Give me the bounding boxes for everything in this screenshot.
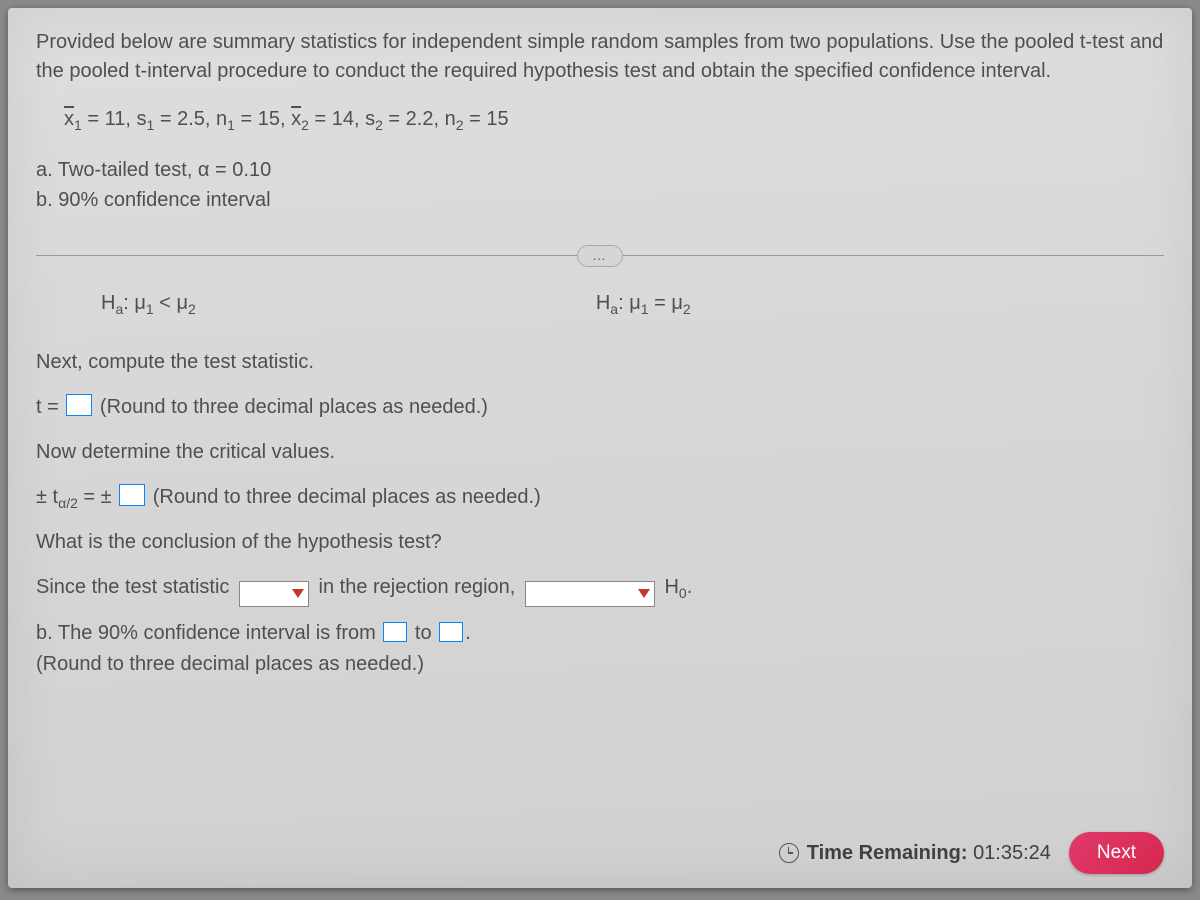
t-alpha-input[interactable] [119, 484, 145, 506]
hypothesis-right: Ha: μ1 = μ2 [596, 281, 691, 326]
chevron-down-icon [292, 589, 304, 598]
parts-list: a. Two-tailed test, α = 0.10 b. 90% conf… [36, 155, 1164, 215]
region-dropdown[interactable] [239, 581, 309, 607]
conclusion-line: Since the test statistic in the rejectio… [36, 565, 1164, 610]
time-remaining: Time Remaining: 01:35:24 [779, 842, 1051, 865]
expand-pill[interactable]: … [577, 245, 623, 267]
t-input[interactable] [66, 394, 92, 416]
conclusion-question: What is the conclusion of the hypothesis… [36, 520, 1164, 565]
critical-values-instruction: Now determine the critical values. [36, 430, 1164, 475]
next-button[interactable]: Next [1069, 832, 1164, 874]
decision-dropdown[interactable] [525, 581, 655, 607]
part-b-answer: b. The 90% confidence interval is from t… [36, 618, 1164, 680]
chevron-down-icon [638, 589, 650, 598]
ci-upper-input[interactable] [439, 622, 463, 642]
ellipsis-icon: … [592, 247, 608, 263]
divider-region: … [36, 241, 1164, 271]
part-b-label: b. 90% confidence interval [36, 185, 1164, 215]
answer-area: Ha: μ1 < μ2 Ha: μ1 = μ2 Next, compute th… [36, 281, 1164, 822]
summary-statistics: x1 = 11, s1 = 2.5, n1 = 15, x2 = 14, s2 … [64, 108, 1164, 133]
t-alpha-line: ± tα/2 = ± (Round to three decimal place… [36, 475, 1164, 520]
hypothesis-left: Ha: μ1 < μ2 [101, 281, 196, 326]
question-panel: Provided below are summary statistics fo… [8, 8, 1192, 888]
hypothesis-row: Ha: μ1 < μ2 Ha: μ1 = μ2 [36, 281, 1164, 326]
ci-lower-input[interactable] [383, 622, 407, 642]
compute-instruction: Next, compute the test statistic. [36, 340, 1164, 385]
footer-bar: Time Remaining: 01:35:24 Next [36, 822, 1164, 874]
t-statistic-line: t = (Round to three decimal places as ne… [36, 385, 1164, 430]
question-prompt: Provided below are summary statistics fo… [36, 28, 1164, 86]
part-a-label: a. Two-tailed test, α = 0.10 [36, 155, 1164, 185]
clock-icon [779, 843, 799, 863]
